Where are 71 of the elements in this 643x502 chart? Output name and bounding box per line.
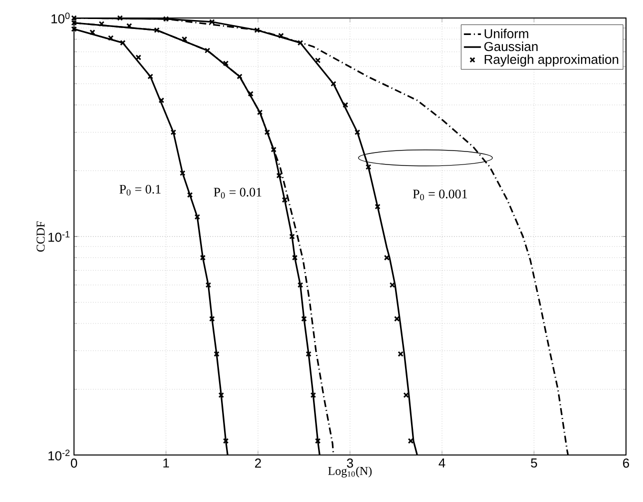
point [254, 27, 260, 33]
y-tick-label: 10$^{-2}$ [48, 450, 70, 460]
point [180, 170, 186, 176]
x-tick-label: 3 [346, 458, 354, 468]
annotation: P$_{0}$ = 0.001 [412, 190, 467, 200]
point [276, 172, 282, 178]
point [117, 15, 123, 21]
point [306, 351, 312, 357]
point [342, 102, 348, 108]
y-tick-label: 10$^{0}$ [52, 12, 70, 24]
point [354, 129, 360, 136]
point [147, 74, 154, 80]
point [98, 21, 104, 27]
point [282, 197, 288, 203]
point [278, 32, 284, 39]
point [297, 282, 304, 288]
point [214, 351, 220, 357]
point [394, 316, 400, 322]
point [248, 90, 254, 97]
legend-label: Gaussian [484, 42, 538, 52]
point [330, 80, 336, 87]
point [292, 254, 298, 261]
point [384, 254, 390, 261]
point [314, 438, 321, 444]
point [158, 97, 164, 104]
point [403, 392, 409, 398]
x-tick-label: 2 [255, 458, 261, 468]
point [256, 109, 263, 116]
point [108, 35, 114, 41]
x-tick-label: 5 [530, 458, 538, 468]
legend-label: Uniform [484, 28, 528, 38]
x-axis-title: Log$_{10}$(N) [328, 466, 372, 478]
point [289, 234, 295, 240]
point [408, 438, 414, 444]
y-tick-label: 10$^{-1}$ [48, 231, 70, 242]
point [222, 60, 229, 66]
point [314, 57, 321, 64]
x-tick-label: 4 [438, 458, 446, 468]
legend-label: Rayleigh approximation [484, 54, 618, 67]
point [366, 164, 372, 170]
point [301, 316, 307, 322]
point [398, 351, 404, 357]
point [374, 204, 380, 210]
point [209, 316, 215, 322]
point [90, 29, 96, 36]
point [200, 254, 206, 261]
point [209, 19, 215, 25]
point [204, 48, 210, 54]
point [310, 392, 316, 398]
point [126, 23, 132, 29]
point [264, 129, 270, 136]
point [182, 36, 188, 42]
annotation: P$_{0}$ = 0.1 [120, 184, 161, 196]
point [222, 438, 229, 444]
y-axis-title: CCDF [36, 221, 45, 252]
point [120, 40, 126, 46]
point [194, 214, 200, 220]
point [270, 146, 277, 152]
point [136, 54, 142, 60]
point [154, 27, 160, 33]
point [163, 16, 169, 22]
point [236, 74, 242, 80]
point [205, 282, 212, 288]
x-tick-label: 6 [623, 458, 630, 468]
annotation: P$_{0}$ = 0.01 [214, 188, 262, 198]
point [187, 192, 193, 198]
point [170, 129, 176, 136]
x-tick-label: 0 [70, 458, 78, 468]
x-tick-label: 1 [163, 458, 169, 468]
point [218, 392, 224, 398]
point [297, 40, 304, 46]
